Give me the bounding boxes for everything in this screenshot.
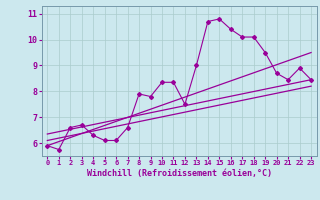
X-axis label: Windchill (Refroidissement éolien,°C): Windchill (Refroidissement éolien,°C) [87, 169, 272, 178]
